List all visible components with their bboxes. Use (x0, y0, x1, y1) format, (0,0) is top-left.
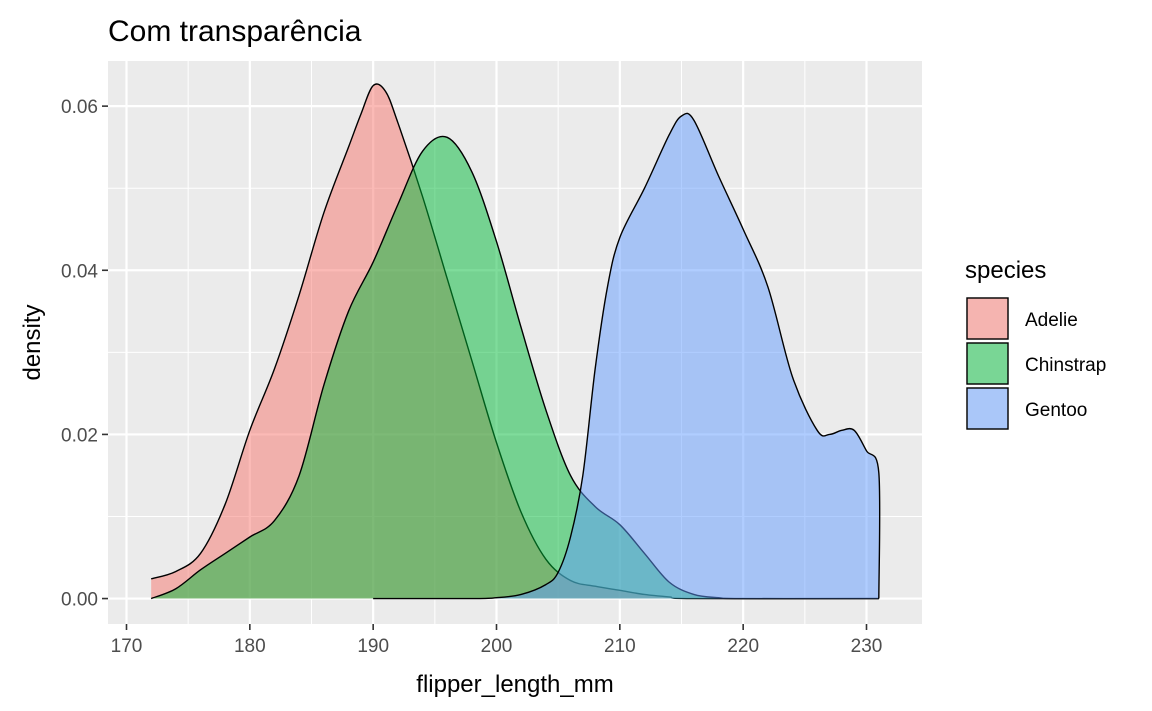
density-outline-gentoo (373, 112, 881, 600)
y-tick-label: 0.06 (61, 97, 98, 118)
x-tick-label: 220 (727, 636, 759, 657)
density-area-chinstrap (151, 136, 879, 599)
legend-label-gentoo: Gentoo (1025, 400, 1087, 421)
x-tick-label: 210 (604, 636, 636, 657)
y-tick-label: 0.00 (61, 590, 98, 611)
x-tick-label: 230 (851, 636, 883, 657)
legend: species Adelie Chinstrap Gentoo (965, 257, 1106, 430)
y-tick-label: 0.04 (61, 261, 98, 282)
x-tick-label: 180 (234, 636, 266, 657)
legend-swatch-gentoo (966, 387, 1009, 430)
plot-area: 170 180 190 200 210 220 230 0.00 0.02 0.04 0.06 (61, 61, 922, 657)
legend-swatch-adelie (966, 297, 1009, 340)
x-axis-title: flipper_length_mm (416, 671, 613, 698)
density-area-gentoo (373, 113, 880, 599)
x-tick-label: 190 (357, 636, 389, 657)
y-axis-title: density (19, 304, 46, 380)
x-tick-label: 170 (111, 636, 143, 657)
legend-title: species (965, 257, 1046, 284)
legend-label-adelie: Adelie (1025, 310, 1078, 331)
legend-label-chinstrap: Chinstrap (1025, 355, 1106, 376)
x-tick-label: 200 (481, 636, 513, 657)
legend-swatch-chinstrap (966, 342, 1009, 385)
chart-title: Com transparência (108, 15, 362, 48)
y-tick-label: 0.02 (61, 425, 98, 446)
